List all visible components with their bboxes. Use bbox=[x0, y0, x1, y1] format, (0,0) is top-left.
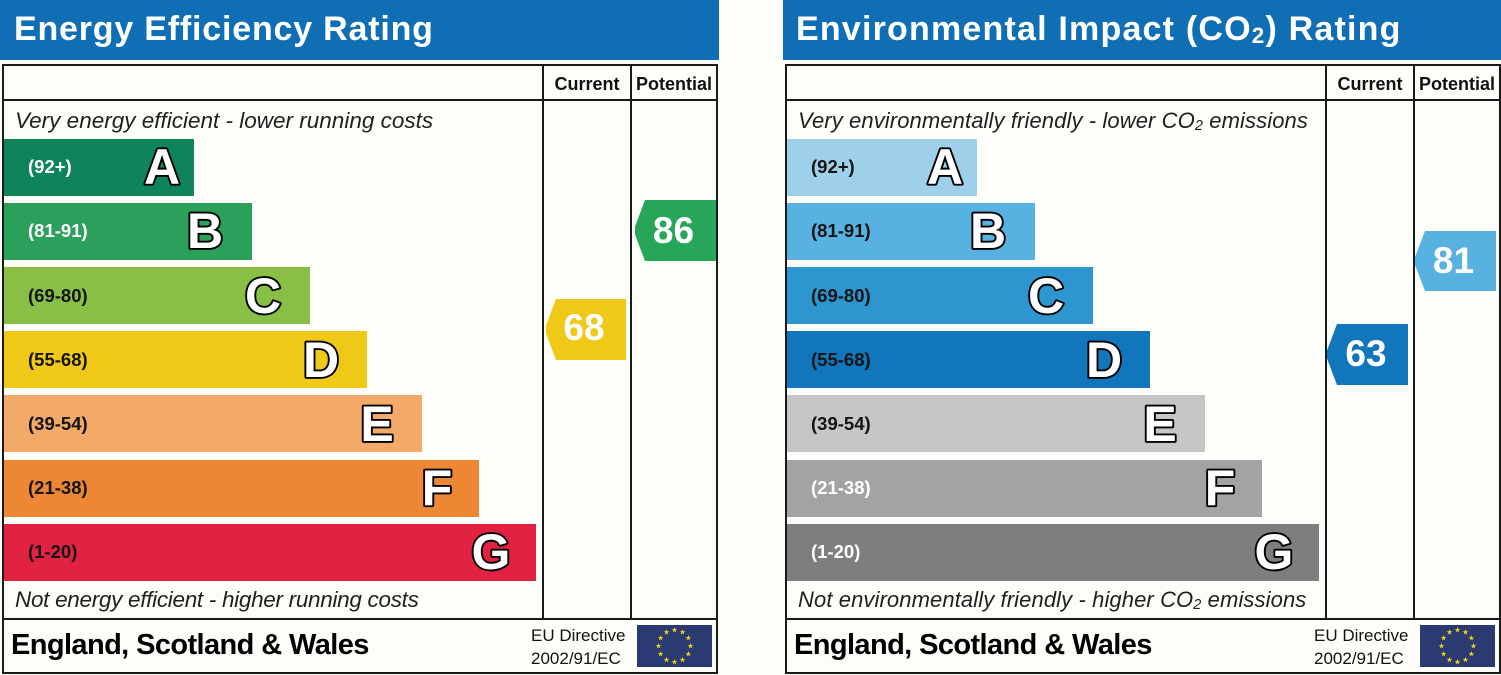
svg-text:F: F bbox=[1205, 460, 1236, 516]
svg-text:B: B bbox=[970, 203, 1006, 259]
svg-text:E: E bbox=[360, 396, 393, 452]
svg-text:D: D bbox=[303, 331, 339, 387]
svg-text:C: C bbox=[245, 267, 281, 323]
svg-text:D: D bbox=[1086, 331, 1122, 387]
svg-text:B: B bbox=[187, 203, 223, 259]
svg-text:A: A bbox=[144, 139, 180, 195]
svg-text:G: G bbox=[472, 524, 511, 580]
svg-text:A: A bbox=[927, 139, 963, 195]
svg-text:F: F bbox=[422, 460, 453, 516]
svg-text:E: E bbox=[1143, 396, 1176, 452]
svg-text:C: C bbox=[1028, 267, 1064, 323]
svg-text:G: G bbox=[1255, 524, 1294, 580]
